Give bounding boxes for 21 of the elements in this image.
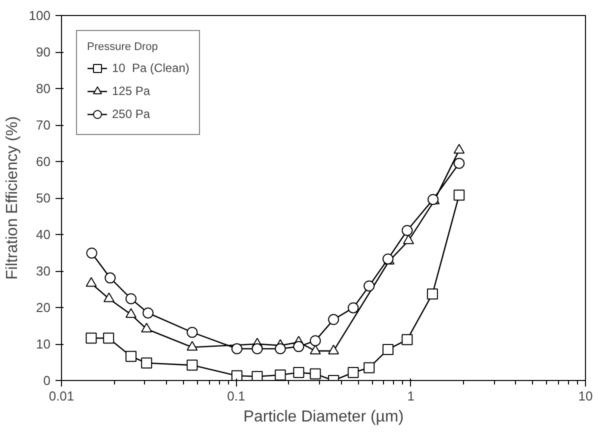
legend-label: 10 Pa (Clean) xyxy=(112,61,190,75)
x-tick-label: 10 xyxy=(578,388,593,404)
x-tick-label: 0.01 xyxy=(48,388,74,404)
y-tick-label: 30 xyxy=(36,264,51,278)
y-tick-label: 70 xyxy=(36,118,51,132)
y-tick-label: 10 xyxy=(36,336,51,352)
y-tick-label: 80 xyxy=(36,81,51,96)
y-axis-title: Filtration Efficiency (%) xyxy=(4,116,21,280)
y-tick-label: 90 xyxy=(36,44,51,60)
y-tick-label: 60 xyxy=(36,154,51,169)
y-tick-label: 100 xyxy=(28,8,51,23)
y-tick-label: 0 xyxy=(43,373,51,388)
x-tick-label: 0.1 xyxy=(227,388,246,404)
x-tick-label: 1 xyxy=(407,388,414,404)
x-axis-title: Particle Diameter (µm) xyxy=(243,408,404,426)
legend-title: Pressure Drop xyxy=(87,41,159,53)
y-tick-label: 20 xyxy=(36,300,51,315)
legend-label: 250 Pa xyxy=(112,107,150,121)
y-tick-label: 40 xyxy=(36,227,51,242)
y-tick-label: 50 xyxy=(36,190,51,206)
legend-label: 125 Pa xyxy=(112,84,150,98)
